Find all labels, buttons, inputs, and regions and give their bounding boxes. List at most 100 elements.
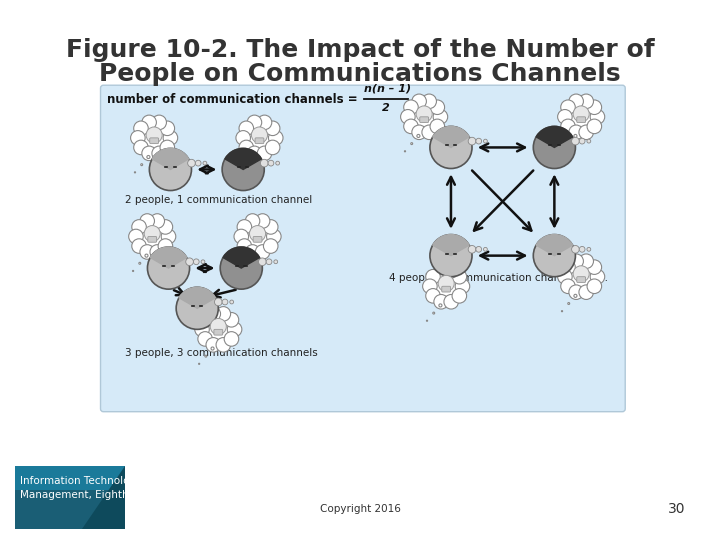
Circle shape bbox=[186, 258, 194, 266]
Circle shape bbox=[452, 269, 467, 284]
Circle shape bbox=[404, 119, 418, 133]
Text: n(n – 1): n(n – 1) bbox=[364, 84, 411, 94]
Text: 2: 2 bbox=[382, 103, 390, 113]
Circle shape bbox=[468, 137, 476, 145]
Circle shape bbox=[206, 307, 220, 321]
Circle shape bbox=[237, 220, 252, 234]
Circle shape bbox=[433, 312, 435, 314]
Circle shape bbox=[561, 279, 575, 294]
Text: Figure 10-2. The Impact of the Number of: Figure 10-2. The Impact of the Number of bbox=[66, 38, 654, 62]
Circle shape bbox=[256, 214, 270, 228]
Circle shape bbox=[438, 275, 454, 292]
Circle shape bbox=[434, 264, 449, 278]
Circle shape bbox=[252, 156, 256, 159]
Circle shape bbox=[250, 226, 266, 242]
Circle shape bbox=[239, 140, 253, 155]
FancyBboxPatch shape bbox=[148, 237, 157, 242]
Circle shape bbox=[199, 310, 238, 348]
Circle shape bbox=[195, 160, 201, 166]
Circle shape bbox=[572, 246, 580, 253]
Circle shape bbox=[211, 347, 214, 350]
Text: 30: 30 bbox=[668, 502, 685, 516]
Circle shape bbox=[587, 100, 602, 114]
Circle shape bbox=[587, 260, 602, 274]
Text: 2 people, 1 communication channel: 2 people, 1 communication channel bbox=[125, 195, 312, 205]
Circle shape bbox=[188, 159, 195, 167]
Circle shape bbox=[444, 294, 459, 309]
Circle shape bbox=[572, 137, 580, 145]
Circle shape bbox=[574, 294, 577, 298]
FancyBboxPatch shape bbox=[442, 286, 451, 292]
Circle shape bbox=[140, 245, 155, 259]
Circle shape bbox=[422, 94, 436, 109]
Circle shape bbox=[257, 115, 271, 130]
Circle shape bbox=[146, 127, 162, 143]
Circle shape bbox=[216, 307, 230, 321]
Circle shape bbox=[216, 338, 230, 352]
FancyBboxPatch shape bbox=[150, 138, 158, 144]
FancyBboxPatch shape bbox=[101, 85, 625, 411]
Circle shape bbox=[134, 140, 148, 155]
Circle shape bbox=[224, 313, 239, 327]
Circle shape bbox=[430, 126, 472, 168]
Text: number of communication channels =: number of communication channels = bbox=[107, 93, 362, 106]
Circle shape bbox=[148, 247, 189, 289]
Circle shape bbox=[568, 302, 570, 305]
Circle shape bbox=[452, 288, 467, 303]
Circle shape bbox=[569, 285, 583, 300]
Circle shape bbox=[264, 220, 278, 234]
Circle shape bbox=[430, 100, 444, 114]
Circle shape bbox=[569, 94, 583, 109]
Circle shape bbox=[150, 245, 165, 259]
FancyBboxPatch shape bbox=[214, 329, 222, 335]
Circle shape bbox=[269, 131, 283, 145]
Wedge shape bbox=[150, 247, 186, 268]
Text: 4 people, 6 communication channels, etc.: 4 people, 6 communication channels, etc. bbox=[389, 273, 608, 282]
Circle shape bbox=[427, 267, 465, 306]
Circle shape bbox=[236, 131, 251, 145]
Circle shape bbox=[439, 304, 442, 307]
Circle shape bbox=[132, 220, 146, 234]
Circle shape bbox=[561, 119, 575, 133]
Circle shape bbox=[147, 156, 150, 159]
Circle shape bbox=[133, 217, 171, 255]
Text: 3 people, 3 communication channels: 3 people, 3 communication channels bbox=[125, 348, 318, 359]
Circle shape bbox=[257, 146, 271, 160]
Circle shape bbox=[405, 98, 444, 136]
Wedge shape bbox=[223, 247, 259, 268]
FancyBboxPatch shape bbox=[15, 466, 125, 529]
Circle shape bbox=[247, 146, 261, 160]
Circle shape bbox=[135, 119, 174, 157]
Circle shape bbox=[573, 266, 589, 282]
FancyBboxPatch shape bbox=[420, 117, 428, 123]
Circle shape bbox=[134, 121, 148, 136]
Circle shape bbox=[142, 115, 156, 130]
Circle shape bbox=[206, 338, 220, 352]
Circle shape bbox=[256, 245, 270, 259]
FancyBboxPatch shape bbox=[255, 138, 264, 144]
Circle shape bbox=[573, 106, 589, 122]
Circle shape bbox=[160, 121, 174, 136]
Circle shape bbox=[203, 161, 207, 165]
Circle shape bbox=[247, 115, 261, 130]
Circle shape bbox=[587, 119, 602, 133]
Circle shape bbox=[426, 288, 441, 303]
Circle shape bbox=[240, 172, 241, 173]
Circle shape bbox=[238, 217, 276, 255]
Circle shape bbox=[562, 258, 600, 296]
Circle shape bbox=[152, 146, 166, 160]
Circle shape bbox=[274, 260, 278, 264]
Circle shape bbox=[194, 322, 210, 336]
Circle shape bbox=[246, 164, 248, 166]
Circle shape bbox=[579, 254, 593, 268]
Circle shape bbox=[455, 279, 469, 294]
Circle shape bbox=[590, 110, 605, 124]
Circle shape bbox=[145, 254, 148, 257]
Circle shape bbox=[152, 115, 166, 130]
Circle shape bbox=[579, 94, 593, 109]
Circle shape bbox=[142, 146, 156, 160]
Circle shape bbox=[579, 125, 593, 139]
Circle shape bbox=[534, 126, 575, 168]
Circle shape bbox=[534, 234, 575, 276]
Circle shape bbox=[590, 269, 605, 284]
